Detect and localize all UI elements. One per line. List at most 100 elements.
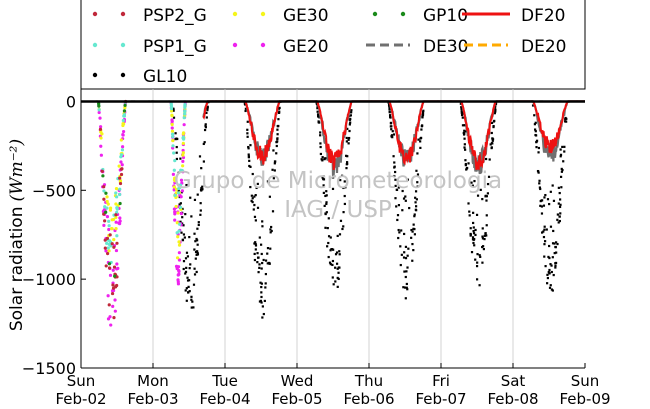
legend-marker <box>120 72 126 78</box>
legend-label: GP10 <box>423 6 468 26</box>
gl10-point <box>336 267 339 270</box>
gp10-point <box>104 191 108 195</box>
gl10-point <box>484 157 488 161</box>
legend-label: GL10 <box>143 67 187 87</box>
gl10-point <box>494 105 497 108</box>
gl10-point <box>408 206 411 210</box>
gl10-point <box>415 169 418 172</box>
legend-marker <box>260 11 266 17</box>
gl10-point <box>194 257 197 260</box>
gl10-point <box>256 261 259 264</box>
gl10-point <box>548 268 551 272</box>
gl10-point <box>393 166 396 169</box>
gl10-point <box>338 266 341 269</box>
gl10-point <box>557 221 560 224</box>
ge20-point <box>99 153 103 157</box>
gl10-point <box>494 108 497 111</box>
psp2_g-point <box>111 286 116 290</box>
gl10-point <box>554 264 557 267</box>
gl10-point <box>188 290 191 293</box>
x-tick-weekday: Thu <box>354 372 383 390</box>
gl10-point <box>250 199 253 202</box>
psp1_g-point <box>114 191 118 195</box>
psp2_g-point <box>119 167 124 171</box>
gl10-point <box>322 184 325 187</box>
gl10-point <box>258 266 261 269</box>
gl10-point <box>461 124 465 127</box>
gl10-point <box>549 225 553 228</box>
gl10-point <box>248 164 251 168</box>
ge20-point <box>176 273 180 277</box>
ge30-point <box>170 129 175 133</box>
ge20-point <box>173 218 177 222</box>
gl10-point <box>537 170 540 173</box>
gl10-point <box>490 146 493 149</box>
gl10-point <box>550 270 553 274</box>
psp1_g-point <box>118 192 122 197</box>
gl10-point <box>557 202 560 205</box>
gl10-point <box>396 218 399 222</box>
x-tick-weekday: Tue <box>211 372 238 390</box>
ge30-point <box>100 132 104 136</box>
gl10-point <box>184 257 188 260</box>
ge30-point <box>181 151 185 155</box>
gl10-point <box>185 266 188 269</box>
legend-marker <box>120 42 126 48</box>
gl10-point <box>276 128 279 131</box>
gl10-point <box>419 140 422 143</box>
legend-entry: DF20 <box>462 6 566 26</box>
gl10-point <box>389 125 392 128</box>
gl10-point <box>543 225 546 228</box>
psp1_g-point <box>105 241 109 245</box>
gl10-point <box>180 231 183 234</box>
gl10-point <box>565 117 568 120</box>
gl10-point <box>404 245 408 248</box>
legend: PSP2_G GE30 GP10 DF20 PSP1_G GE20 DE30 DE20 GL10 <box>80 0 586 90</box>
gl10-point <box>276 137 279 141</box>
gl10-point <box>560 170 563 173</box>
gl10-point <box>253 242 256 245</box>
gl10-point <box>272 177 275 180</box>
gl10-point <box>196 243 199 246</box>
gl10-point <box>547 255 550 259</box>
gl10-point <box>554 266 557 269</box>
gl10-point <box>548 244 551 248</box>
gl10-point <box>420 128 423 131</box>
gl10-point <box>543 240 547 243</box>
gl10-point <box>275 152 278 155</box>
gl10-point <box>188 267 191 270</box>
gl10-point <box>172 116 176 119</box>
gl10-point <box>485 234 488 237</box>
gl10-point <box>481 237 485 240</box>
ge30-point <box>181 164 185 168</box>
gl10-point <box>330 248 333 251</box>
gl10-point <box>478 284 481 287</box>
gl10-point <box>472 241 475 245</box>
gl10-point <box>199 213 202 216</box>
gl10-point <box>260 252 263 256</box>
ge20-point <box>97 110 101 115</box>
gl10-point <box>537 151 540 154</box>
gl10-point <box>261 316 264 319</box>
ge20-point <box>118 216 122 220</box>
gl10-point <box>417 138 420 141</box>
ge20-point <box>109 323 113 327</box>
gl10-point <box>192 283 196 286</box>
ge30-point <box>181 153 185 157</box>
gl10-point <box>322 175 325 178</box>
gl10-point <box>562 160 565 163</box>
psp2_g-point <box>115 241 119 245</box>
gl10-point <box>271 210 275 213</box>
gl10-point <box>539 204 542 207</box>
ge30-point <box>114 215 118 219</box>
gl10-point <box>538 179 541 182</box>
gl10-point <box>552 229 555 233</box>
gl10-point <box>543 196 546 199</box>
gl10-point <box>247 147 250 150</box>
watermark: Grupo de Micrometeorologia IAG / USP <box>174 168 502 223</box>
ge20-point <box>181 159 185 164</box>
ge30-point <box>105 199 109 204</box>
ge30-point <box>176 235 180 239</box>
psp2_g-point <box>107 266 112 270</box>
gl10-point <box>540 212 544 215</box>
